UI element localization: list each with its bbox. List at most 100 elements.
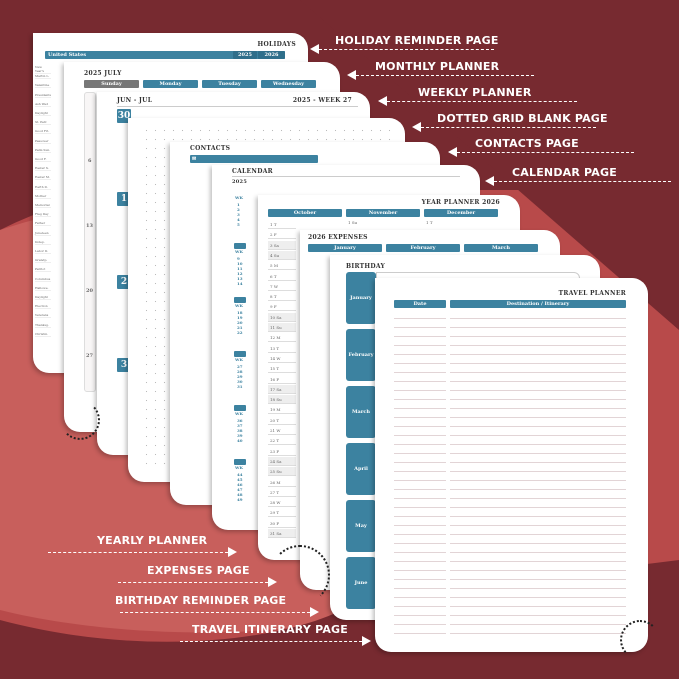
country-select[interactable]: United States [45, 51, 285, 59]
month-block: May [346, 500, 376, 552]
row-line [394, 570, 446, 571]
day-badge: 2 [117, 275, 131, 289]
month-header: November [346, 209, 420, 217]
row-line [450, 543, 626, 544]
arrow-left-icon [412, 122, 421, 132]
month-header: March [464, 244, 538, 252]
row-line [450, 426, 626, 427]
row-line [394, 498, 446, 499]
calendar-year: 2025 [232, 179, 248, 185]
holiday-item: Palm Sun. [35, 147, 51, 153]
week-number: 12 [237, 271, 243, 276]
year-2025: 2025 [233, 51, 257, 59]
arrow-line [387, 101, 577, 102]
year-planner-title: YEAR PLANNER 2026 [421, 199, 500, 206]
row-line [450, 489, 626, 490]
callout-label: MONTHLY PLANNER [375, 60, 500, 73]
day-cell: 1 Su [348, 220, 358, 225]
holiday-item: New Year's [35, 65, 51, 74]
holiday-item: Thanksg. [35, 323, 51, 328]
row-line [450, 345, 626, 346]
day-header: Wednesday [261, 80, 316, 88]
row-line [394, 408, 446, 409]
row-line [394, 336, 446, 337]
day-cell: 6 T [268, 272, 296, 281]
day-cell: 15 T [268, 364, 296, 374]
week-number: 21 [237, 325, 243, 330]
week-number: 27 [237, 364, 243, 369]
holiday-item: Christm. [35, 332, 51, 337]
month-header [234, 243, 246, 249]
day-cell: 1 T [268, 220, 296, 229]
holiday-item: Juneteen [35, 231, 51, 236]
row-line [450, 462, 626, 463]
travel-title: TRAVEL PLANNER [558, 290, 626, 297]
date: 27 [86, 353, 93, 359]
holiday-item: Presidents [35, 92, 52, 98]
day-cell: 26 M [268, 478, 296, 487]
row-line [450, 336, 626, 337]
row-line [394, 372, 446, 373]
row-line [394, 444, 446, 445]
row-line [450, 588, 626, 589]
day-cell: 23 F [268, 447, 296, 456]
row-line [450, 417, 626, 418]
row-line [394, 507, 446, 508]
wk-label: WK [235, 465, 243, 470]
row-line [394, 453, 446, 454]
holiday-item: Indep. [35, 240, 51, 245]
row-line [450, 399, 626, 400]
week-number: 22 [237, 330, 243, 335]
row-line [394, 435, 446, 436]
month-block: February [346, 329, 376, 381]
arrow-left-icon [485, 176, 494, 186]
date: 20 [86, 288, 93, 294]
day-badge: 1 [117, 192, 131, 206]
week-number: 9 [237, 256, 240, 261]
row-line [394, 579, 446, 580]
travel-itinerary-page: TRAVEL PLANNER Date Destination / Itiner… [375, 278, 648, 652]
week-number: 11 [237, 266, 243, 271]
day-cell: 8 T [268, 292, 296, 302]
birthday-title: BIRTHDAY [346, 263, 386, 270]
row-line [450, 372, 626, 373]
ring-mark [620, 620, 660, 660]
row-line [394, 480, 446, 481]
row-line [394, 417, 446, 418]
day-cell: 10 Sa [268, 312, 296, 322]
row-line [450, 606, 626, 607]
arrow-left-icon [310, 44, 319, 54]
day-cell: 31 Sa [268, 529, 296, 538]
holiday-item: Grandp. [35, 258, 51, 264]
arrow-left-icon [448, 147, 457, 157]
row-line [450, 354, 626, 355]
arrow-left-icon [347, 70, 356, 80]
day-cell: 12 M [268, 333, 296, 343]
week-number: 1 [237, 202, 240, 207]
holiday-item: Easter M. [35, 175, 51, 181]
week-number: 14 [237, 281, 243, 286]
row-line [394, 363, 446, 364]
row-line [450, 534, 626, 535]
day-cell: 9 F [268, 302, 296, 312]
row-line [450, 327, 626, 328]
day-cell: 30 F [268, 519, 296, 528]
holidays-title: HOLIDAYS [257, 41, 296, 48]
week-number: 10 [237, 261, 243, 266]
row-line [450, 570, 626, 571]
row-line [450, 624, 626, 625]
wk-label: WK [235, 411, 243, 416]
arrow-line [48, 552, 228, 553]
row-line [394, 462, 446, 463]
day-badge: 3 [117, 358, 131, 372]
row-line [450, 552, 626, 553]
holiday-item: Columbus [35, 276, 51, 282]
week-number: 49 [237, 497, 243, 502]
week-number: 29 [237, 374, 243, 379]
arrow-line [319, 49, 494, 50]
expenses-title: 2026 EXPENSES [308, 234, 368, 241]
month-header: January [308, 244, 382, 252]
holiday-item: Memorial [35, 203, 51, 208]
arrow-right-icon [268, 577, 277, 587]
day-cell: 20 T [268, 416, 296, 425]
